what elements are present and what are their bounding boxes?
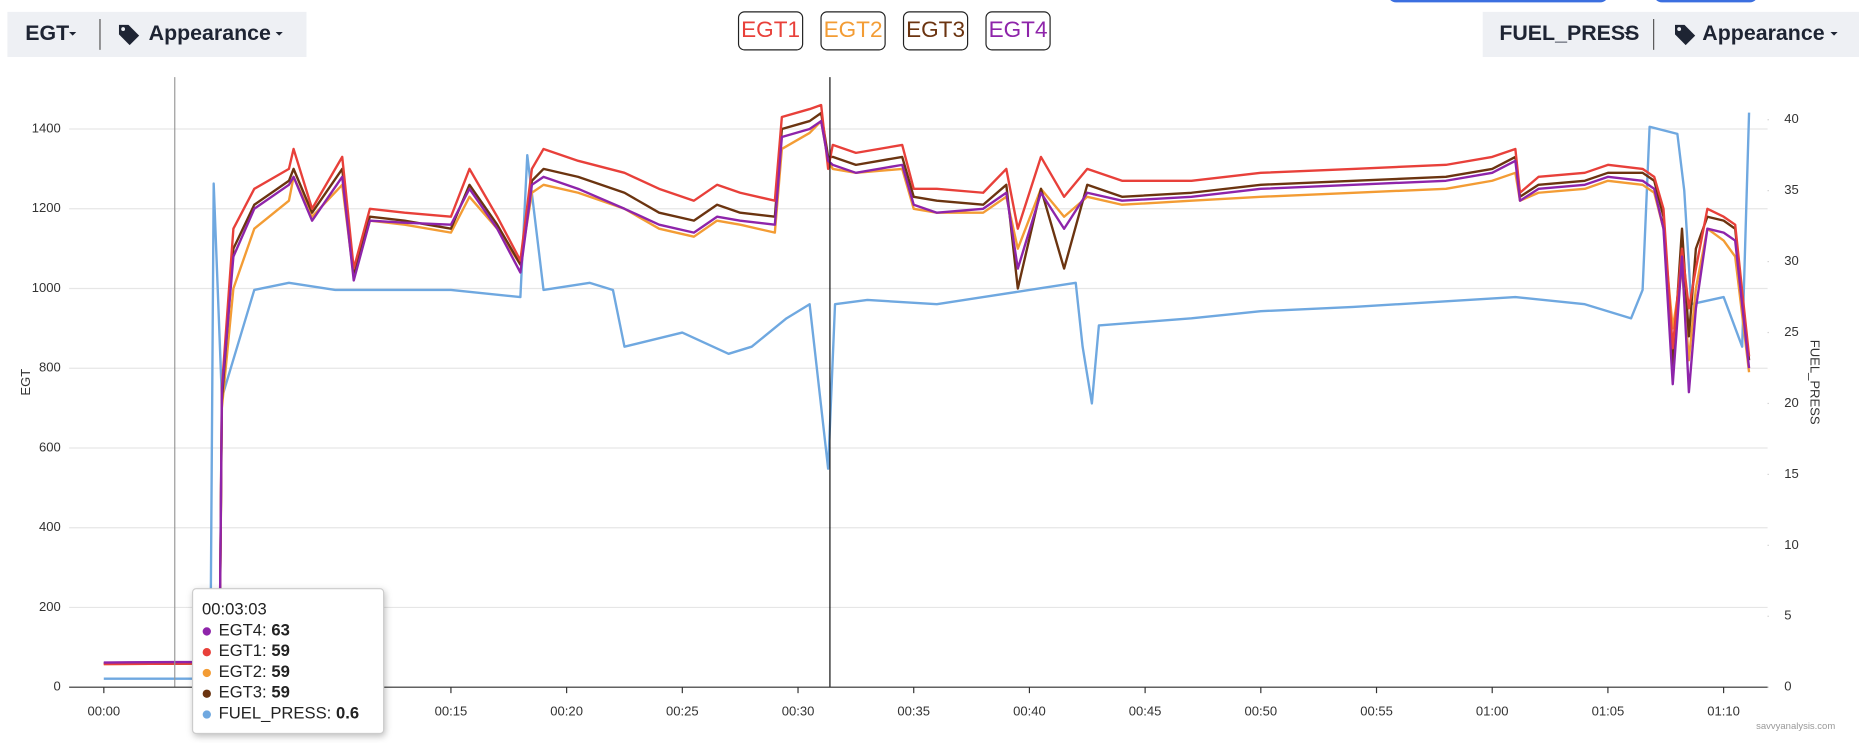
tooltip-label: EGT3: — [219, 683, 267, 702]
left-toolbar: EGT Appearance — [7, 11, 307, 57]
x-tick-label: 00:30 — [782, 704, 815, 719]
y2-tick-label: 5 — [1784, 608, 1791, 623]
legend-button — [985, 11, 1051, 51]
legend-label: EGT4 — [989, 17, 1048, 42]
y2-tick-label: 15 — [1784, 466, 1799, 481]
tooltip-value: 59 — [271, 662, 289, 681]
plot-lines — [103, 103, 1751, 680]
tooltip-value: 59 — [271, 683, 289, 702]
series-line — [103, 119, 1751, 664]
x-tick-label: 01:10 — [1707, 704, 1740, 719]
y2-tick-label: 35 — [1784, 182, 1799, 197]
tooltip-value: 59 — [271, 642, 289, 661]
y-tick-label: 600 — [39, 439, 61, 454]
top-button[interactable] — [1388, 0, 1609, 3]
legend-button — [902, 11, 969, 51]
y2-axis-title: FUEL_PRESS — [1807, 340, 1822, 425]
y2-tick-label: 40 — [1784, 111, 1799, 126]
watermark: savvyanalysis.com — [1756, 721, 1835, 732]
tooltip-label: FUEL_PRESS: — [219, 704, 332, 723]
appearance-label: Appearance — [149, 21, 271, 45]
legend-label: EGT3 — [906, 17, 965, 42]
legend-item[interactable]: EGT1 — [737, 11, 804, 51]
tooltip-row: EGT2: 59 — [219, 662, 290, 681]
y-axis-title: EGT — [18, 369, 33, 396]
appearance-button[interactable]: Appearance — [1675, 21, 1838, 46]
tooltip-dot — [202, 627, 211, 636]
caret — [1830, 32, 1838, 36]
legend-button — [737, 11, 804, 51]
y-tick-label: 1400 — [32, 120, 61, 135]
x-tick-label: 00:55 — [1360, 704, 1393, 719]
axis-select-label: EGT — [25, 21, 69, 45]
x-tick-label: 01:05 — [1592, 704, 1625, 719]
tag-hole — [1677, 27, 1682, 31]
tooltip-value: 63 — [271, 621, 289, 640]
axis-select[interactable]: EGT — [25, 21, 77, 45]
tooltip-label: EGT2: — [219, 662, 267, 681]
toolbar-bg — [7, 11, 307, 57]
series-line — [103, 111, 1751, 665]
appearance-label: Appearance — [1702, 21, 1824, 45]
tag-hole — [121, 27, 126, 31]
y2-tick-label: 25 — [1784, 324, 1799, 339]
y2-tick-label: 20 — [1784, 395, 1799, 410]
x-tick-label: 01:00 — [1476, 704, 1509, 719]
legend-label: EGT2 — [824, 17, 883, 42]
legend-item[interactable]: EGT3 — [902, 11, 969, 51]
y-tick-label: 0 — [54, 679, 61, 694]
axis-select-label: FUEL_PRESS — [1499, 21, 1639, 45]
x-tick-label: 00:45 — [1129, 704, 1162, 719]
series-line — [103, 119, 1751, 666]
x-tick-label: 00:20 — [550, 704, 583, 719]
legend-button — [820, 11, 886, 51]
y-tick-label: 200 — [39, 599, 61, 614]
x-tick-label: 00:50 — [1244, 704, 1277, 719]
x-tick-label: 00:35 — [897, 704, 930, 719]
series-line — [103, 103, 1751, 666]
right-toolbar: FUEL_PRESS Appearance — [1482, 11, 1859, 57]
axis-select[interactable]: FUEL_PRESS — [1499, 21, 1639, 45]
tooltip-value: 0.6 — [336, 704, 359, 723]
caret — [69, 32, 77, 36]
tooltip-label: EGT1: — [219, 642, 267, 661]
x-tick-label: 00:25 — [666, 704, 699, 719]
tooltip-dot — [202, 710, 211, 719]
tooltip-dot — [202, 648, 211, 657]
y-tick-label: 1200 — [32, 200, 61, 215]
tooltip-row: EGT4: 63 — [219, 621, 290, 640]
tooltip-row: FUEL_PRESS: 0.6 — [219, 704, 359, 723]
tooltip-box — [191, 588, 385, 735]
x-tick-label: 00:15 — [435, 704, 468, 719]
y2-tick-label: 30 — [1784, 253, 1799, 268]
y2-tick-label: 0 — [1784, 679, 1791, 694]
legend-label: EGT1 — [741, 17, 800, 42]
y2-tick-label: 10 — [1784, 537, 1799, 552]
top-button[interactable] — [1654, 0, 1758, 3]
tooltip-time: 00:03:03 — [202, 599, 267, 618]
appearance-button[interactable]: Appearance — [118, 21, 283, 46]
tooltip-dot — [202, 689, 211, 698]
legend: EGT1 EGT2 EGT3 EGT4 — [737, 11, 1051, 51]
x-tick-label: 00:00 — [88, 704, 121, 719]
y-tick-label: 1000 — [32, 280, 61, 295]
legend-item[interactable]: EGT4 — [985, 11, 1051, 51]
caret — [275, 32, 283, 36]
tooltip-dot — [202, 668, 211, 678]
series-line — [103, 112, 1751, 680]
x-tick-label: 00:40 — [1013, 704, 1046, 719]
legend-item[interactable]: EGT2 — [820, 11, 886, 51]
y-tick-label: 400 — [39, 519, 61, 534]
tooltip-row: EGT1: 59 — [219, 642, 290, 661]
tooltip-row: EGT3: 59 — [219, 683, 290, 702]
tooltip-label: EGT4: — [219, 621, 267, 640]
y-tick-label: 800 — [39, 360, 61, 375]
caret — [1623, 32, 1632, 36]
toolbar-bg — [1482, 11, 1859, 57]
